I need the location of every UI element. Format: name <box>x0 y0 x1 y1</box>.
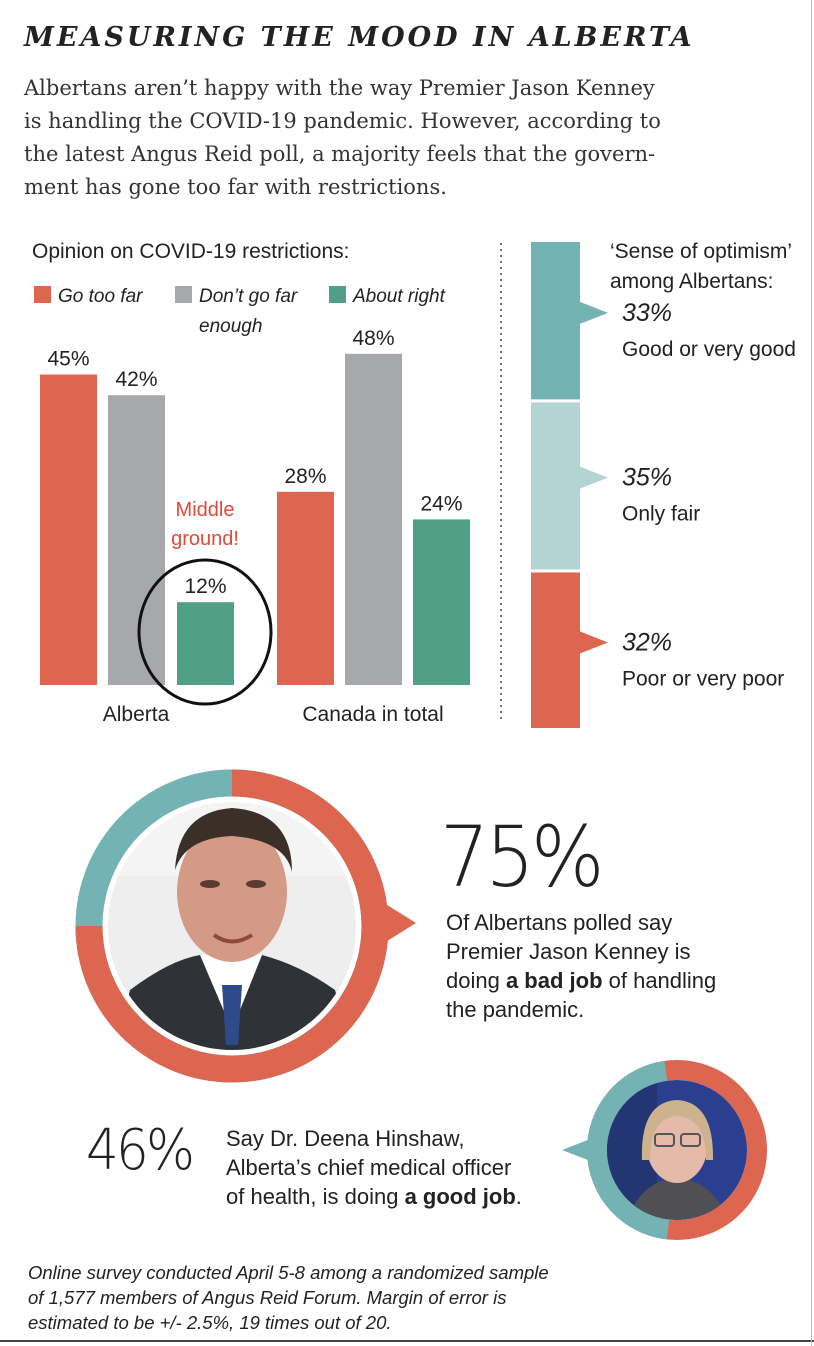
category-label-alberta: Alberta <box>103 703 170 726</box>
legend-label-dont-go-far-enough-line2: enough <box>199 316 262 337</box>
kenney-donut <box>75 769 416 1083</box>
bar-value-label: 42% <box>115 368 157 391</box>
restrictions-legend: Go too far Don’t go far enough About rig… <box>34 286 446 337</box>
optimism-title-line1: ‘Sense of optimism’ <box>610 240 792 263</box>
caption-text: Say Dr. Deena Hinshaw, <box>226 1126 465 1151</box>
caption-text: the pandemic. <box>446 997 585 1022</box>
footnote-line: of 1,577 members of Angus Reid Forum. Ma… <box>28 1287 507 1308</box>
subtitle-line: Albertans aren’t happy with the way Prem… <box>24 76 655 100</box>
legend-swatch-dont-go-far-enough <box>175 286 192 303</box>
optimism-stacked-bar: 33% Good or very good 35% Only fair 32% Poor … <box>531 242 796 728</box>
optimism-segment-1 <box>531 402 580 570</box>
caption-text: doing <box>446 968 506 993</box>
right-rule <box>811 0 812 1346</box>
caption-text: Premier Jason Kenney is <box>446 939 691 964</box>
hinshaw-photo <box>607 1080 747 1220</box>
annotation-line: ground! <box>171 528 239 550</box>
optimism-pointer <box>580 466 608 489</box>
footnote: Online survey conducted April 5-8 among … <box>28 1260 628 1335</box>
optimism-pointer <box>580 301 608 324</box>
legend-label-about-right: About right <box>352 286 446 307</box>
bar-value-label: 28% <box>284 465 326 488</box>
optimism-value: 35% <box>622 464 672 492</box>
caption-emphasis: a bad job <box>505 968 603 993</box>
bar-value-label: 45% <box>47 348 89 371</box>
page-title: MEASURING THE MOOD IN ALBERTA <box>24 22 695 53</box>
restrictions-chart-title: Opinion on COVID-19 restrictions: <box>32 240 349 263</box>
caption-text: of health, is doing <box>226 1184 405 1209</box>
bar-value-label: 24% <box>420 492 462 515</box>
caption-text: of handling <box>602 968 717 993</box>
caption-text: Alberta’s chief medical officer <box>226 1155 512 1180</box>
caption-text: . <box>515 1184 522 1209</box>
donut-pointer <box>376 898 416 948</box>
bar-value-label: 12% <box>184 575 226 598</box>
optimism-segment-0 <box>531 242 580 400</box>
legend-swatch-about-right <box>329 286 346 303</box>
bar-0-0 <box>40 374 97 685</box>
legend-label-go-too-far: Go too far <box>58 286 143 307</box>
optimism-pointer <box>580 631 608 654</box>
footnote-line: estimated to be +/- 2.5%, 19 times out o… <box>28 1312 392 1333</box>
kenney-stat-value: 75% <box>440 808 604 906</box>
middle-ground-annotation: Middle ground! <box>137 499 273 706</box>
bar-1-2 <box>413 519 470 685</box>
optimism-title-line2: among Albertans: <box>610 270 773 293</box>
optimism-label: Good or very good <box>622 338 796 361</box>
bar-0-1 <box>108 395 165 685</box>
subtitle-line: the latest Angus Reid poll, a majority f… <box>24 142 656 166</box>
optimism-label: Only fair <box>622 503 700 526</box>
optimism-segment-2 <box>531 572 580 728</box>
donut-pointer <box>562 1136 598 1164</box>
category-label-canada: Canada in total <box>302 703 443 726</box>
bar-value-label: 48% <box>352 327 394 350</box>
footnote-line: Online survey conducted April 5-8 among … <box>28 1262 549 1283</box>
hinshaw-donut <box>562 1060 767 1240</box>
caption-text: Of Albertans polled say <box>446 910 673 935</box>
page-subtitle: Albertans aren’t happy with the way Prem… <box>24 72 804 204</box>
optimism-label: Poor or very poor <box>622 667 784 690</box>
bar-1-0 <box>277 491 334 685</box>
restrictions-bars: 45% 42% 12% 28% 48% 24% <box>40 327 470 685</box>
hinshaw-stat-caption: Say Dr. Deena Hinshaw, Alberta’s chief m… <box>226 1124 566 1211</box>
bottom-rule <box>0 1340 814 1342</box>
subtitle-line: ment has gone too far with restrictions. <box>24 175 447 199</box>
optimism-value: 32% <box>622 628 672 656</box>
kenney-stat-caption: Of Albertans polled say Premier Jason Ke… <box>446 908 776 1024</box>
legend-label-dont-go-far-enough-line1: Don’t go far <box>199 286 298 307</box>
caption-emphasis: a good job <box>404 1184 516 1209</box>
legend-swatch-go-too-far <box>34 286 51 303</box>
annotation-line: Middle <box>176 499 235 521</box>
donut-arc-bad-job <box>75 769 389 1083</box>
subtitle-line: is handling the COVID-19 pandemic. Howev… <box>24 109 661 133</box>
hinshaw-stat-value: 46% <box>86 1118 195 1183</box>
bar-1-1 <box>345 353 402 685</box>
highlight-circle <box>137 558 273 706</box>
bar-0-2 <box>177 602 234 685</box>
optimism-value: 33% <box>622 299 672 327</box>
